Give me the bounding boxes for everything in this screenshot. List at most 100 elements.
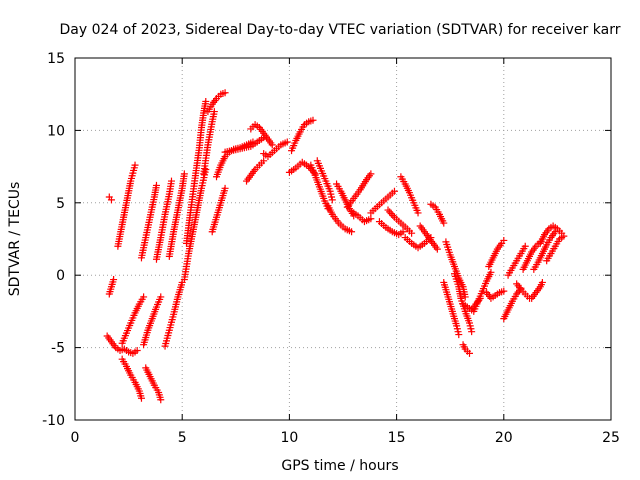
data-point bbox=[180, 170, 188, 178]
series-track-53 bbox=[543, 232, 568, 265]
series-track-20 bbox=[247, 121, 276, 149]
x-tick-label: 5 bbox=[178, 430, 187, 446]
series-track-03 bbox=[103, 332, 141, 357]
x-axis-label: GPS time / hours bbox=[281, 458, 398, 474]
data-point bbox=[538, 278, 546, 286]
data-point bbox=[390, 187, 398, 195]
series-track-37 bbox=[427, 200, 448, 227]
data-point bbox=[140, 293, 148, 301]
series-track-33 bbox=[384, 206, 416, 237]
y-tick-label: -10 bbox=[42, 413, 65, 429]
data-point bbox=[260, 157, 268, 165]
data-point bbox=[157, 396, 165, 404]
x-tick-label: 20 bbox=[495, 430, 513, 446]
series-track-44 bbox=[483, 287, 508, 302]
data-point bbox=[521, 242, 529, 250]
series-track-18 bbox=[208, 184, 229, 236]
data-point bbox=[468, 328, 476, 336]
series-track-35 bbox=[401, 234, 435, 252]
plot-frame bbox=[74, 57, 612, 421]
series-track-51 bbox=[530, 228, 559, 273]
data-point bbox=[389, 211, 397, 219]
series-track-12 bbox=[165, 170, 188, 260]
series-track-16 bbox=[204, 89, 229, 116]
series-track-49 bbox=[519, 238, 544, 273]
series-track-48 bbox=[513, 280, 534, 302]
x-tick-label: 0 bbox=[71, 430, 80, 446]
data-point bbox=[137, 394, 145, 402]
series-track-05 bbox=[118, 355, 145, 402]
y-tick-label: 15 bbox=[47, 51, 65, 67]
data-point bbox=[268, 141, 276, 149]
series-track-07 bbox=[137, 181, 160, 262]
series-track-06 bbox=[118, 293, 148, 347]
series-track-08 bbox=[142, 364, 165, 404]
data-point bbox=[348, 228, 356, 236]
data-point bbox=[221, 89, 229, 97]
data-point bbox=[465, 349, 473, 357]
data-point bbox=[328, 196, 336, 204]
series-track-23 bbox=[288, 116, 317, 155]
data-point bbox=[487, 268, 495, 276]
series-track-10 bbox=[152, 177, 175, 263]
data-point bbox=[210, 108, 218, 116]
y-tick-label: 0 bbox=[56, 268, 65, 284]
data-point bbox=[309, 116, 317, 124]
x-tick-label: 25 bbox=[602, 430, 620, 446]
series-track-11 bbox=[161, 278, 186, 350]
chart-title: Day 024 of 2023, Sidereal Day-to-day VTE… bbox=[60, 22, 621, 38]
series-track-45 bbox=[485, 236, 508, 271]
data-point bbox=[367, 170, 375, 178]
series-track-50 bbox=[528, 278, 546, 302]
data-point bbox=[387, 210, 395, 218]
series-track-26 bbox=[313, 157, 336, 204]
series-track-52 bbox=[536, 222, 566, 247]
data-point bbox=[221, 184, 229, 192]
y-tick-label: -5 bbox=[51, 341, 65, 357]
series-track-27 bbox=[324, 202, 356, 236]
series-track-22 bbox=[260, 138, 291, 160]
series-track-36 bbox=[416, 222, 441, 253]
series-track-31 bbox=[367, 187, 398, 217]
series-track-39 bbox=[450, 270, 476, 336]
y-axis-label: SDTVAR / TECUs bbox=[7, 182, 23, 297]
data-point bbox=[202, 97, 210, 105]
grid bbox=[75, 58, 611, 420]
tick-labels: 0 5 10 15 20 25 -10 -5 0 5 10 15 bbox=[42, 51, 620, 446]
data-point bbox=[384, 206, 392, 214]
series-track-47 bbox=[504, 242, 529, 279]
series-track-29 bbox=[343, 170, 375, 211]
series-track-32 bbox=[375, 218, 407, 239]
series-track-19 bbox=[221, 134, 268, 156]
series-track-02 bbox=[105, 276, 118, 298]
data-point bbox=[408, 229, 416, 237]
data-point bbox=[133, 346, 141, 354]
data-point bbox=[433, 245, 441, 253]
series-track-21 bbox=[243, 157, 268, 185]
series-track-01 bbox=[105, 193, 115, 204]
y-tick-label: 10 bbox=[47, 123, 65, 139]
data-point bbox=[131, 161, 139, 169]
x-tick-label: 10 bbox=[280, 430, 298, 446]
series-track-15 bbox=[200, 108, 218, 178]
data-point bbox=[414, 209, 422, 217]
series-track-41 bbox=[459, 341, 473, 357]
data-point bbox=[283, 138, 291, 146]
data-point bbox=[386, 208, 394, 216]
data-point bbox=[461, 293, 469, 301]
data-point bbox=[440, 219, 448, 227]
data-point bbox=[110, 276, 118, 284]
axis-ticks bbox=[74, 57, 612, 421]
series-track-14 bbox=[182, 97, 210, 247]
series-track-30 bbox=[348, 207, 375, 226]
data-point bbox=[500, 287, 508, 295]
series-track-34 bbox=[397, 173, 422, 217]
series-track-40 bbox=[440, 278, 463, 339]
y-tick-label: 5 bbox=[56, 196, 65, 212]
data-point bbox=[167, 177, 175, 185]
data-point bbox=[152, 181, 160, 189]
data-point bbox=[455, 331, 463, 339]
data-point bbox=[157, 293, 165, 301]
data-marks bbox=[103, 89, 568, 404]
